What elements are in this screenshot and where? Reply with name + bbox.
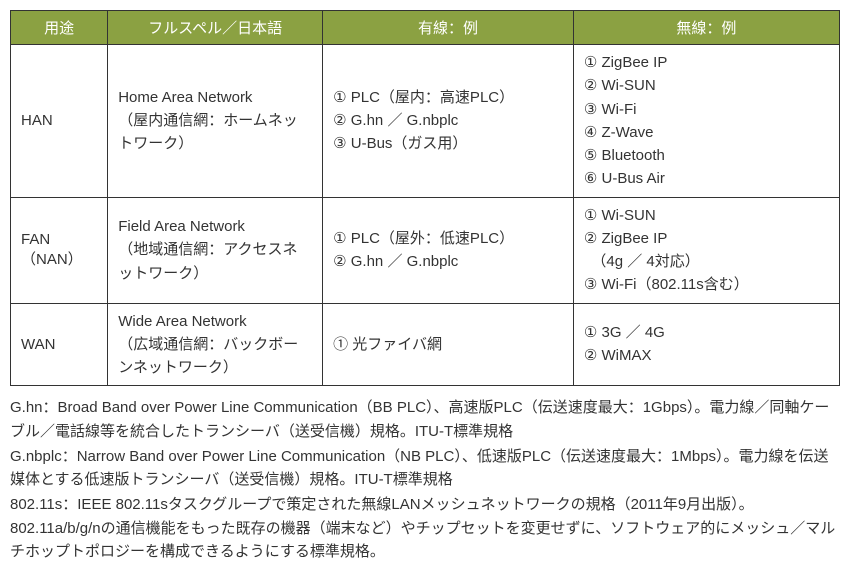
cell-wired: ① 光ファイバ網 xyxy=(323,303,574,386)
cell-wired: ① PLC（屋内：高速PLC）② G.hn ／ G.nbplc③ U-Bus（ガ… xyxy=(323,45,574,198)
cell-term: FAN（NAN） xyxy=(11,197,108,303)
col-header-use: 用途 xyxy=(11,11,108,45)
cell-wireless: ① ZigBee IP② Wi-SUN③ Wi-Fi④ Z-Wave⑤ Blue… xyxy=(573,45,839,198)
note-80211s: 802.11s：IEEE 802.11sタスクグループで策定された無線LANメッ… xyxy=(10,493,840,563)
cell-wireless: ① 3G ／ 4G② WiMAX xyxy=(573,303,839,386)
network-table: 用途 フルスペル／日本語 有線：例 無線：例 HAN Home Area Net… xyxy=(10,10,840,386)
table-row: WAN Wide Area Network（広域通信網：バックボーンネットワーク… xyxy=(11,303,840,386)
col-header-full: フルスペル／日本語 xyxy=(108,11,323,45)
cell-full: Wide Area Network（広域通信網：バックボーンネットワーク） xyxy=(108,303,323,386)
cell-full: Home Area Network（屋内通信網：ホームネットワーク） xyxy=(108,45,323,198)
table-header-row: 用途 フルスペル／日本語 有線：例 無線：例 xyxy=(11,11,840,45)
cell-wired: ① PLC（屋外：低速PLC）② G.hn ／ G.nbplc xyxy=(323,197,574,303)
cell-term: HAN xyxy=(11,45,108,198)
note-ghn: G.hn：Broad Band over Power Line Communic… xyxy=(10,396,840,443)
col-header-wired: 有線：例 xyxy=(323,11,574,45)
table-row: HAN Home Area Network（屋内通信網：ホームネットワーク） ①… xyxy=(11,45,840,198)
cell-wireless: ① Wi-SUN② ZigBee IP （4g ／ 4対応）③ Wi-Fi（80… xyxy=(573,197,839,303)
cell-term: WAN xyxy=(11,303,108,386)
notes-section: G.hn：Broad Band over Power Line Communic… xyxy=(10,396,840,563)
col-header-wireless: 無線：例 xyxy=(573,11,839,45)
note-gnbplc: G.nbplc：Narrow Band over Power Line Comm… xyxy=(10,445,840,492)
cell-full: Field Area Network（地域通信網：アクセスネットワーク） xyxy=(108,197,323,303)
table-row: FAN（NAN） Field Area Network（地域通信網：アクセスネッ… xyxy=(11,197,840,303)
